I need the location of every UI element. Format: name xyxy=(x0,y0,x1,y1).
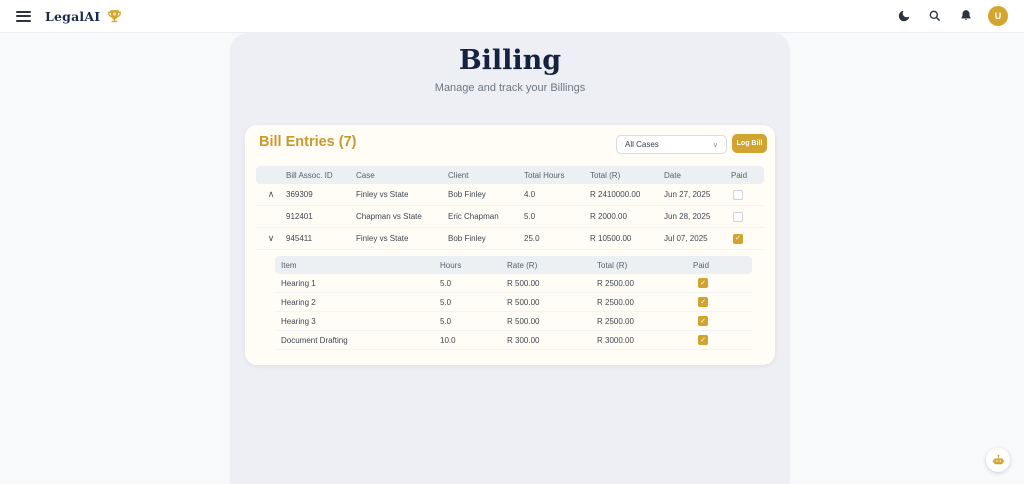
cell-item-total: R 3000.00 xyxy=(597,335,634,345)
cell-item-total: R 2500.00 xyxy=(597,297,634,307)
chevron-up-icon[interactable]: ∧ xyxy=(267,189,275,199)
topbar-actions: U xyxy=(895,6,1008,26)
list-item: Hearing 3 5.0 R 500.00 R 2500.00 xyxy=(275,312,752,331)
col-client: Client xyxy=(448,170,469,180)
search-icon[interactable] xyxy=(926,7,944,25)
cell-bill-id: 369309 xyxy=(286,190,313,199)
list-item: Hearing 1 5.0 R 500.00 R 2500.00 xyxy=(275,274,752,293)
cell-bill-id: 912401 xyxy=(286,212,313,221)
assistant-fab-button[interactable] xyxy=(986,448,1010,472)
item-paid-checkbox[interactable] xyxy=(698,278,708,288)
cell-case: Finley vs State xyxy=(356,190,409,199)
col-item-paid: Paid xyxy=(693,260,710,270)
cell-client: Bob Finley xyxy=(448,190,486,199)
cell-bill-id: 945411 xyxy=(286,234,313,243)
cell-client: Eric Chapman xyxy=(448,212,499,221)
main-area: Billing Manage and track your Billings B… xyxy=(0,33,1024,484)
cell-item: Document Drafting xyxy=(281,335,348,345)
user-avatar[interactable]: U xyxy=(988,6,1008,26)
cell-hours: 25.0 xyxy=(524,234,540,243)
cell-total: R 10500.00 xyxy=(590,234,632,243)
table-row[interactable]: ∨ 945411 Finley vs State Bob Finley 25.0… xyxy=(256,228,764,250)
cell-item-hours: 10.0 xyxy=(440,335,456,345)
hamburger-menu-icon[interactable] xyxy=(16,10,31,22)
bills-table-header: Bill Assoc. ID Case Client Total Hours T… xyxy=(256,166,764,184)
cell-item-total: R 2500.00 xyxy=(597,316,634,326)
bills-table: Bill Assoc. ID Case Client Total Hours T… xyxy=(256,166,764,250)
page-title: Billing xyxy=(458,45,562,76)
col-paid: Paid xyxy=(731,170,748,180)
cell-case: Finley vs State xyxy=(356,234,409,243)
cell-hours: 4.0 xyxy=(524,190,536,199)
col-case: Case xyxy=(356,170,375,180)
paid-checkbox[interactable] xyxy=(733,233,743,244)
col-total-hours: Total Hours xyxy=(524,170,565,180)
cell-item-rate: R 500.00 xyxy=(507,297,540,307)
col-bill-assoc-id: Bill Assoc. ID xyxy=(286,170,333,180)
page-subtitle: Manage and track your Billings xyxy=(434,82,586,94)
bill-items-header: Item Hours Rate (R) Total (R) Paid xyxy=(275,256,752,274)
col-total-r: Total (R) xyxy=(590,170,621,180)
paid-checkbox[interactable] xyxy=(733,211,743,222)
cell-hours: 5.0 xyxy=(524,212,536,221)
cell-date: Jul 07, 2025 xyxy=(664,234,708,243)
trophy-logo-icon xyxy=(106,8,123,25)
chevron-down-icon[interactable]: ∨ xyxy=(267,233,275,243)
cell-case: Chapman vs State xyxy=(356,212,422,221)
case-filter-value: All Cases xyxy=(625,140,659,149)
cell-item-hours: 5.0 xyxy=(440,278,452,288)
list-item: Document Drafting 10.0 R 300.00 R 3000.0… xyxy=(275,331,752,350)
cell-item-rate: R 500.00 xyxy=(507,316,540,326)
dark-mode-moon-icon[interactable] xyxy=(895,7,913,25)
cell-item-hours: 5.0 xyxy=(440,297,452,307)
cell-item-total: R 2500.00 xyxy=(597,278,634,288)
cell-client: Bob Finley xyxy=(448,234,486,243)
col-date: Date xyxy=(664,170,681,180)
case-filter-select[interactable]: All Cases ∨ xyxy=(616,135,727,154)
col-item-rate: Rate (R) xyxy=(507,260,538,270)
paid-checkbox[interactable] xyxy=(733,189,743,200)
brand-name: LegalAI xyxy=(45,8,101,24)
cell-item: Hearing 3 xyxy=(281,316,316,326)
item-paid-checkbox[interactable] xyxy=(698,297,708,307)
cell-date: Jun 27, 2025 xyxy=(664,190,711,199)
table-row[interactable]: ∧ 369309 Finley vs State Bob Finley 4.0 … xyxy=(256,184,764,206)
item-paid-checkbox[interactable] xyxy=(698,316,708,326)
cell-item: Hearing 2 xyxy=(281,297,316,307)
bill-entries-card: Bill Entries (7) All Cases ∨ Log Bill Bi… xyxy=(245,125,775,365)
cell-item: Hearing 1 xyxy=(281,278,316,288)
cell-item-rate: R 500.00 xyxy=(507,278,540,288)
topbar: LegalAI U xyxy=(0,0,1024,33)
table-row[interactable]: 912401 Chapman vs State Eric Chapman 5.0… xyxy=(256,206,764,228)
robot-icon xyxy=(992,454,1004,464)
cell-total: R 2410000.00 xyxy=(590,190,641,199)
bill-entries-title: Bill Entries (7) xyxy=(259,134,357,150)
log-bill-button[interactable]: Log Bill xyxy=(732,134,767,153)
col-item-total: Total (R) xyxy=(597,260,628,270)
bill-items-table: Item Hours Rate (R) Total (R) Paid Heari… xyxy=(275,256,752,350)
item-paid-checkbox[interactable] xyxy=(698,335,708,345)
cell-item-hours: 5.0 xyxy=(440,316,452,326)
cell-date: Jun 28, 2025 xyxy=(664,212,711,221)
cell-item-rate: R 300.00 xyxy=(507,335,540,345)
list-item: Hearing 2 5.0 R 500.00 R 2500.00 xyxy=(275,293,752,312)
cell-total: R 2000.00 xyxy=(590,212,627,221)
col-item-hours: Hours xyxy=(440,260,462,270)
chevron-down-icon: ∨ xyxy=(712,141,718,149)
notifications-bell-icon[interactable] xyxy=(957,7,975,25)
col-item: Item xyxy=(281,260,297,270)
content-panel: Billing Manage and track your Billings B… xyxy=(230,33,790,484)
